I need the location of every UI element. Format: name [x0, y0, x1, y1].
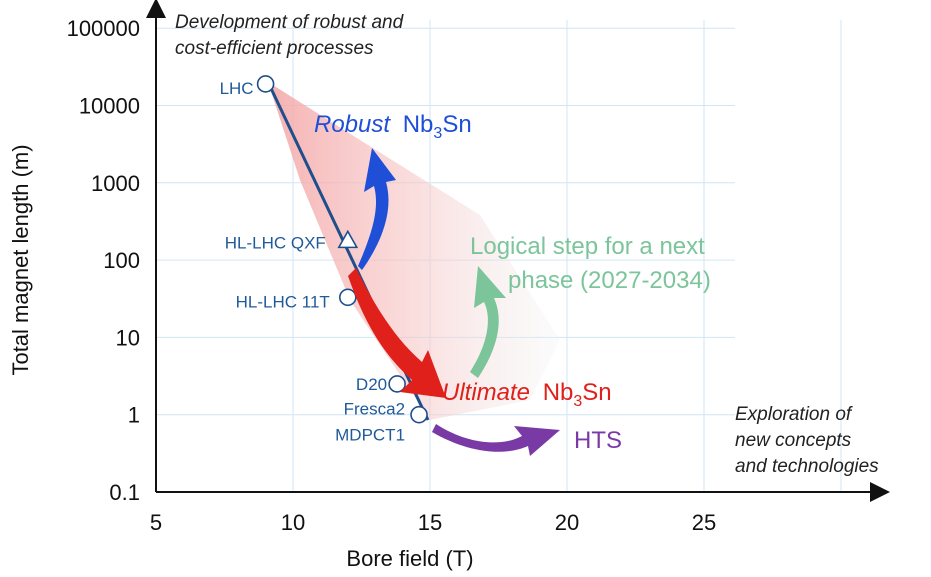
logical-label-line2: phase (2027-2034) [508, 267, 711, 294]
point-lhc [256, 75, 275, 93]
point-label: Fresca2 [344, 400, 405, 419]
point-d20 [388, 375, 406, 393]
point-hl-lhc-11t [338, 288, 357, 307]
y-axis-title: Total magnet length (m) [8, 144, 33, 375]
point-label: MDPCT1 [335, 426, 405, 445]
logical-label-line1: Logical step for a next [470, 233, 705, 260]
x-axis-title: Bore field (T) [346, 546, 473, 571]
point-label: D20 [356, 375, 387, 394]
annotation-right-line3: and technologies [735, 456, 879, 477]
annotation-top-line2: cost-efficient processes [175, 38, 374, 59]
y-tick-label: 10 [116, 325, 140, 350]
y-tick-labels: 0.1 1 10 100 1000 10000 100000 [67, 16, 140, 505]
x-tick-label: 5 [150, 510, 162, 535]
ultimate-label: Ultimate Nb3Sn [442, 379, 612, 410]
point-hl-lhc-qxf [337, 229, 359, 249]
y-tick-label: 0.1 [109, 480, 140, 505]
point-label: HL-LHC 11T [236, 292, 330, 311]
point-fresca2 [410, 405, 428, 424]
x-tick-label: 25 [692, 510, 716, 535]
annotation-top-line1: Development of robust and [175, 12, 405, 33]
x-tick-label: 15 [418, 510, 442, 535]
x-tick-label: 10 [281, 510, 305, 535]
logical-arrow [470, 266, 506, 378]
annotation-right-line1: Exploration of [735, 404, 853, 425]
hts-arrow [432, 424, 560, 456]
hts-label: HTS [574, 427, 622, 454]
annotation-right-line2: new concepts [735, 430, 852, 451]
robust-label: Robust Nb3Sn [314, 111, 472, 142]
x-tick-labels: 5 10 15 20 25 [150, 510, 716, 535]
y-tick-label: 100000 [67, 16, 140, 41]
ultimate-arrow [348, 268, 446, 398]
y-tick-label: 1 [128, 403, 140, 428]
point-label: LHC [220, 79, 254, 98]
y-tick-label: 100 [103, 248, 140, 273]
point-label: HL-LHC QXF [225, 233, 326, 252]
x-tick-label: 20 [555, 510, 579, 535]
data-points: LHC HL-LHC QXF HL-LHC 11T D20 Fresca2 MDPCT1 [220, 75, 428, 445]
robust-arrow [358, 148, 396, 270]
y-tick-label: 10000 [79, 94, 140, 119]
y-tick-label: 1000 [91, 171, 140, 196]
